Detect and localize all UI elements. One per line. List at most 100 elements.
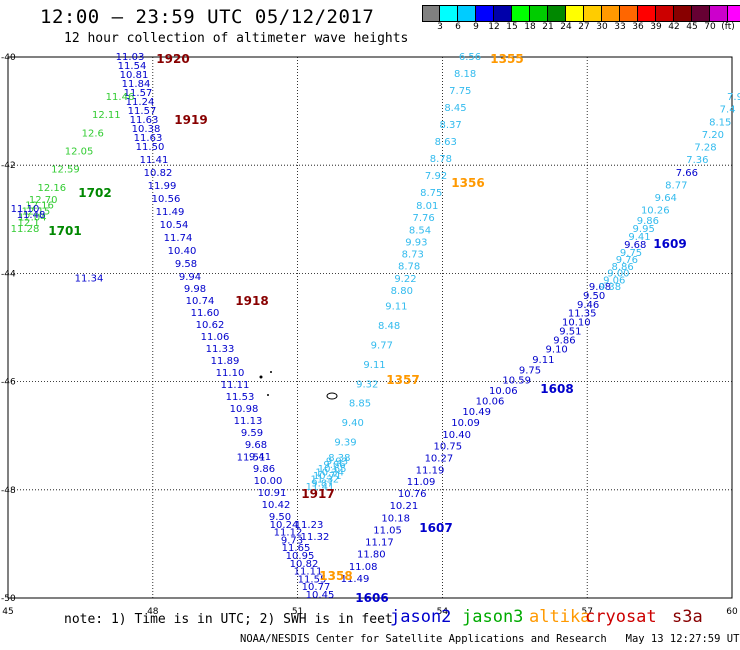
color-swatch: [656, 6, 674, 21]
color-scale-label: 39: [650, 22, 662, 32]
swh-value-altika: 9.93: [326, 457, 348, 468]
swh-value-west: 11.12: [274, 528, 303, 539]
color-scale-label: 15: [506, 22, 518, 32]
swh-value-jason2-east: 7.4: [720, 105, 736, 116]
swh-value-west: 10.38: [132, 124, 161, 135]
legend-s3a: s3a: [672, 607, 703, 627]
swh-value-altika: 7.76: [413, 213, 435, 224]
swh-value-west: 10.95: [286, 551, 315, 562]
swh-value-altika: 8.45: [444, 103, 466, 114]
color-scale-label: 45: [686, 22, 698, 32]
swh-value-jason2-east: 9.75: [620, 248, 642, 259]
swh-value-jason2-south: 10.06: [476, 396, 505, 407]
swh-value-west: 9.68: [245, 440, 267, 451]
x-tick-label: 45: [2, 607, 13, 617]
color-swatch: [692, 6, 710, 21]
color-scale-label: 27: [578, 22, 590, 32]
swh-value-jason2-east: 9.41: [628, 232, 650, 243]
swh-value-jason2-south: 10.06: [489, 386, 518, 397]
swh-value-altika: 8.48: [378, 321, 400, 332]
swh-value-jason2-west: 11.51: [237, 452, 266, 463]
swh-value-west: 11.03: [116, 52, 145, 63]
swh-value-west: 11.65: [282, 543, 311, 554]
swh-value-west: 9.98: [184, 284, 206, 295]
pass-label: 1606: [355, 591, 388, 605]
swh-value-west: 9.86: [253, 464, 275, 475]
pass-label: 1356: [451, 176, 484, 190]
color-scale-label: 6: [455, 22, 461, 32]
color-swatch: [638, 6, 656, 21]
color-swatch: [566, 6, 584, 21]
y-tick-label: -46: [1, 378, 16, 388]
pass-label: 1917: [301, 487, 334, 501]
swh-value-jason3: 12.16: [25, 201, 54, 212]
swh-value-altika: 7.75: [449, 86, 471, 97]
pass-label: 1701: [48, 224, 81, 238]
color-swatch: [494, 6, 512, 21]
swh-value-jason2-south: 9.75: [519, 365, 541, 376]
swh-value-jason2-east: 9.86: [637, 216, 659, 227]
swh-value-altika: 8.85: [349, 399, 371, 410]
swh-value-jason2-south: 11.49: [341, 574, 370, 585]
note-text: note: 1) Time is in UTC; 2) SWH is in fe…: [64, 612, 393, 627]
swh-value-jason3: 12.05: [65, 147, 94, 158]
y-tick-label: -48: [1, 486, 16, 496]
page-title: 12:00 – 23:59 UTC 05/12/2017: [40, 6, 375, 28]
swh-value-jason2-south: 9.11: [532, 355, 554, 366]
swh-value-west: 11.55: [298, 574, 327, 585]
swh-value-west: 11.54: [118, 61, 147, 72]
swh-value-west: 9.59: [241, 428, 263, 439]
color-swatch: [584, 6, 602, 21]
y-tick-label: -44: [1, 269, 16, 279]
color-scale-label: 36: [632, 22, 644, 32]
swh-value-west: 11.33: [206, 344, 235, 355]
swh-value-jason2-east: 7.28: [694, 143, 716, 154]
color-swatch: [710, 6, 728, 21]
x-tick-label: 48: [147, 607, 159, 617]
swh-value-altika: 10.71: [313, 471, 342, 482]
swh-value-west: 9.50: [269, 512, 291, 523]
pass-label: 1607: [419, 521, 452, 535]
swh-value-jason2-south: 11.17: [365, 538, 394, 549]
swh-value-jason2-east: 9.68: [624, 240, 646, 251]
swh-value-altika: 8.63: [435, 137, 457, 148]
color-swatch: [440, 6, 458, 21]
swh-value-west: 9.58: [175, 259, 197, 270]
swh-value-altika: 7.92: [425, 171, 447, 182]
swh-value-altika: 10.65: [318, 464, 347, 475]
swh-value-jason2-east: 9.38: [599, 282, 621, 293]
color-scale-label: 3: [437, 22, 443, 32]
swh-value-west: 10.77: [302, 582, 331, 593]
x-tick-label: 54: [437, 607, 449, 617]
legend-jason3: jason3: [462, 607, 524, 627]
swh-value-west: 11.41: [140, 155, 169, 166]
swh-value-west: 11.60: [191, 308, 220, 319]
swh-value-altika: 9.22: [394, 274, 416, 285]
swh-value-jason2-south: 10.75: [433, 442, 462, 453]
swh-value-jason2-south: 9.08: [589, 282, 611, 293]
swh-value-jason3: 12.16: [37, 183, 66, 194]
swh-value-jason2-east: 8.86: [611, 262, 633, 273]
swh-value-west: 10.81: [120, 70, 149, 81]
pass-label: 1919: [174, 113, 207, 127]
color-swatch: [602, 6, 620, 21]
pass-label: 1357: [386, 373, 419, 387]
color-scale-label: 18: [524, 22, 536, 32]
color-scale-label: 33: [614, 22, 626, 32]
swh-value-jason2-south: 9.86: [553, 335, 575, 346]
swh-value-west: 10.62: [196, 320, 225, 331]
swh-value-west: 11.57: [128, 106, 157, 117]
swh-value-jason2-south: 10.18: [381, 513, 410, 524]
x-tick-label: 57: [581, 607, 592, 617]
swh-value-west: 10.98: [230, 404, 259, 415]
swh-value-jason3: 11.46: [106, 92, 135, 103]
swh-value-jason2-east: 9.06: [603, 275, 625, 286]
swh-value-altika: 9.87: [311, 478, 333, 489]
footer: NOAA/NESDIS Center for Satellite Applica…: [240, 633, 740, 645]
page-subtitle: 12 hour collection of altimeter wave hei…: [64, 31, 409, 46]
swh-value-west: 11.53: [226, 392, 255, 403]
swh-value-west: 11.49: [156, 207, 185, 218]
color-swatch: [728, 6, 740, 21]
swh-value-jason2-west: 11.10: [11, 204, 40, 215]
swh-value-altika: 8.80: [391, 286, 413, 297]
